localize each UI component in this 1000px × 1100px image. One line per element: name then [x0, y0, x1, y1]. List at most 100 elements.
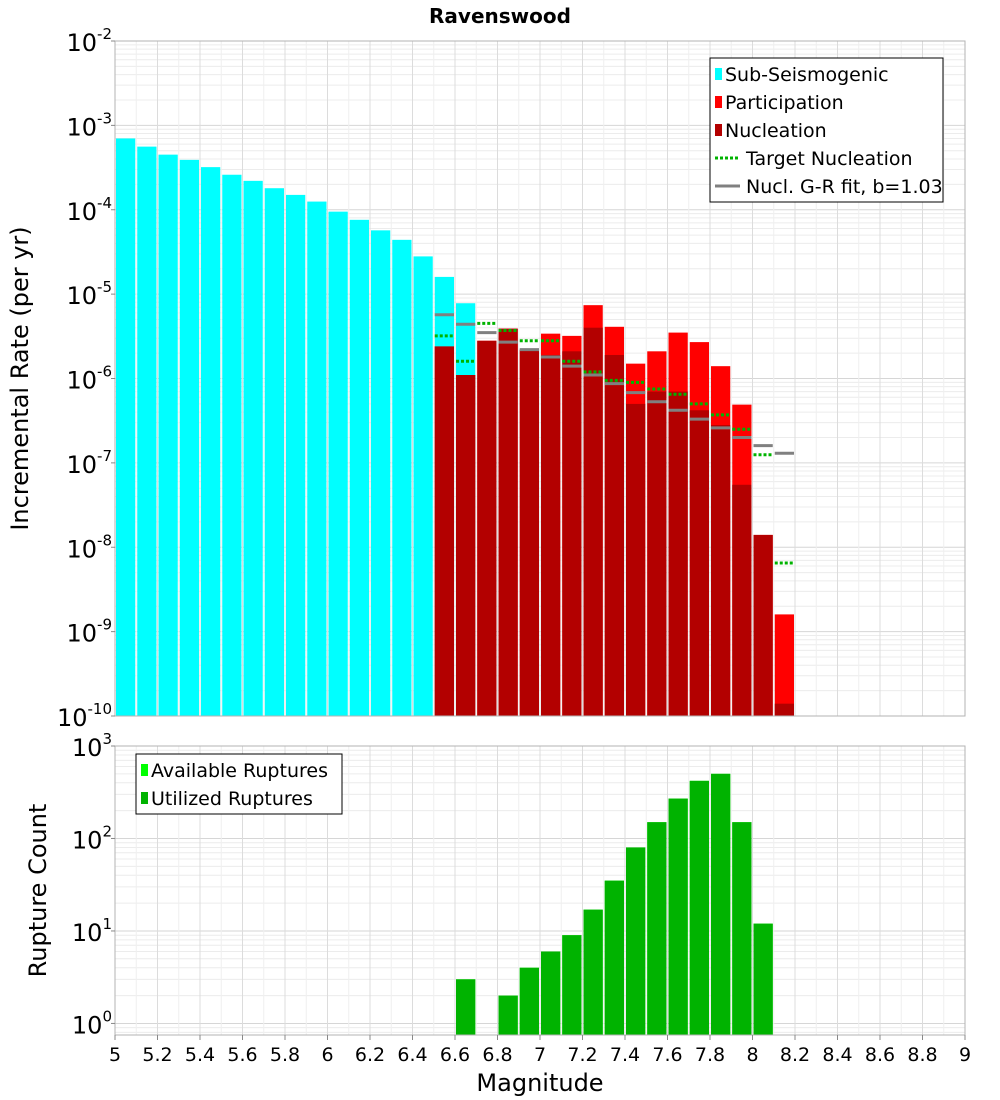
x-tick-label: 5.8 [270, 1044, 300, 1066]
x-tick-label: 9 [959, 1044, 971, 1066]
count-y-tick-label: 103 [72, 730, 112, 762]
x-tick-label: 6 [321, 1044, 333, 1066]
count-legend [135, 753, 343, 815]
count-bar [732, 822, 752, 1035]
count-legend-label: Available Ruptures [151, 760, 328, 782]
rate-legend-label: Sub-Seismogenic [725, 64, 889, 86]
rate-legend-swatch [715, 68, 722, 80]
count-bar [689, 780, 709, 1035]
x-tick-label: 7.2 [567, 1044, 597, 1066]
rate-bar [647, 391, 667, 716]
rate-legend-label: Participation [725, 92, 844, 114]
x-tick-label: 8.6 [865, 1044, 895, 1066]
rate-bar [307, 201, 327, 716]
x-tick-label: 6.4 [397, 1044, 427, 1066]
count-y-axis-label: Rupture Count [24, 804, 52, 978]
rate-y-tick-label: 10-3 [66, 109, 112, 141]
x-tick-label: 5.6 [227, 1044, 257, 1066]
count-bar [583, 909, 603, 1035]
rate-bar [732, 484, 752, 716]
x-tick-label: 8.2 [780, 1044, 810, 1066]
count-legend-swatch [141, 764, 148, 776]
rate-legend-label: Target Nucleation [745, 148, 913, 170]
rate-legend [709, 57, 944, 203]
count-y-tick-label: 102 [72, 822, 112, 854]
x-tick-label: 8.8 [907, 1044, 937, 1066]
count-y-tick-label: 101 [72, 915, 112, 947]
rate-legend-swatch [715, 124, 722, 136]
rate-panel: 10-10 10-9 10-8 10-7 10-6 10-5 10-4 10-3 10-2 Inc… [6, 25, 966, 732]
count-bar [456, 979, 476, 1035]
rate-bar [392, 239, 412, 716]
rate-bar [413, 256, 433, 716]
rate-bar [711, 425, 731, 716]
rate-legend-label: Nucleation [725, 120, 827, 142]
rate-y-tick-label: 10-2 [66, 25, 112, 57]
rate-bar [753, 534, 773, 716]
x-tick-label: 6.8 [482, 1044, 512, 1066]
count-bar [562, 935, 582, 1035]
rate-bar [668, 391, 688, 716]
rate-bar [264, 188, 284, 717]
count-bar [711, 773, 731, 1035]
x-tick-label: 8.4 [822, 1044, 852, 1066]
count-bar [668, 798, 688, 1035]
rate-bar [349, 219, 369, 717]
count-legend-swatch [141, 792, 148, 804]
rate-legend-label: Nucl. G-R fit, b=1.03 [746, 176, 943, 198]
count-y-tick-label: 100 [72, 1007, 112, 1039]
rate-bar [626, 403, 646, 716]
chart-title: Ravenswood [429, 4, 571, 28]
rate-bar [541, 354, 561, 716]
rate-bar [201, 167, 221, 716]
rate-y-tick-label: 10-5 [66, 278, 112, 310]
count-bar [753, 923, 773, 1035]
rate-y-tick-label: 10-4 [66, 194, 112, 226]
x-tick-label: 5.4 [185, 1044, 215, 1066]
x-tick-label: 5 [109, 1044, 121, 1066]
x-tick-label: 7.4 [610, 1044, 640, 1066]
rate-bar [179, 159, 199, 717]
count-bar [647, 822, 667, 1035]
rate-y-tick-label: 10-7 [66, 447, 112, 479]
rate-bar [477, 340, 497, 716]
rate-y-tick-label: 10-10 [57, 700, 112, 732]
rate-bar [774, 614, 794, 716]
rate-bar [498, 328, 518, 716]
rate-bar [222, 174, 242, 716]
x-tick-label: 6.2 [355, 1044, 385, 1066]
rate-legend-swatch [715, 96, 722, 108]
rate-bar [562, 351, 582, 716]
rate-bar [604, 354, 624, 716]
count-bar [498, 995, 518, 1035]
rate-bar [158, 154, 178, 716]
count-bar [626, 847, 646, 1035]
rate-bar [689, 410, 709, 716]
x-axis: 5 5.2 5.4 5.6 5.8 6 6.2 6.4 6.6 6.8 7 7.2 7.4 7.6 7.8 8… [109, 1035, 971, 1097]
x-tick-label: 5.2 [142, 1044, 172, 1066]
rate-bar [286, 194, 306, 716]
count-legend-label: Utilized Ruptures [151, 788, 313, 810]
rate-bar [371, 230, 391, 716]
rate-y-tick-label: 10-8 [66, 531, 112, 563]
rate-bar [774, 703, 794, 716]
x-tick-label: 7 [534, 1044, 546, 1066]
count-bar [519, 967, 539, 1035]
rate-y-tick-label: 10-9 [66, 616, 112, 648]
rupture-count-panel: 100 101 102 103 Rupture Count Available Ruptu… [24, 730, 966, 1039]
count-bar [541, 951, 561, 1035]
rate-bar [137, 146, 157, 716]
rate-bar [519, 349, 539, 716]
x-axis-label: Magnitude [476, 1069, 603, 1097]
rate-bar [456, 375, 476, 716]
x-tick-label: 8 [746, 1044, 758, 1066]
count-bar [604, 880, 624, 1035]
x-tick-label: 7.8 [695, 1044, 725, 1066]
rate-y-tick-label: 10-6 [66, 363, 112, 395]
rate-bar [583, 327, 603, 716]
rate-bar [116, 138, 136, 717]
x-tick-label: 6.6 [440, 1044, 470, 1066]
rate-bar [328, 211, 348, 716]
rate-bar [243, 180, 263, 716]
